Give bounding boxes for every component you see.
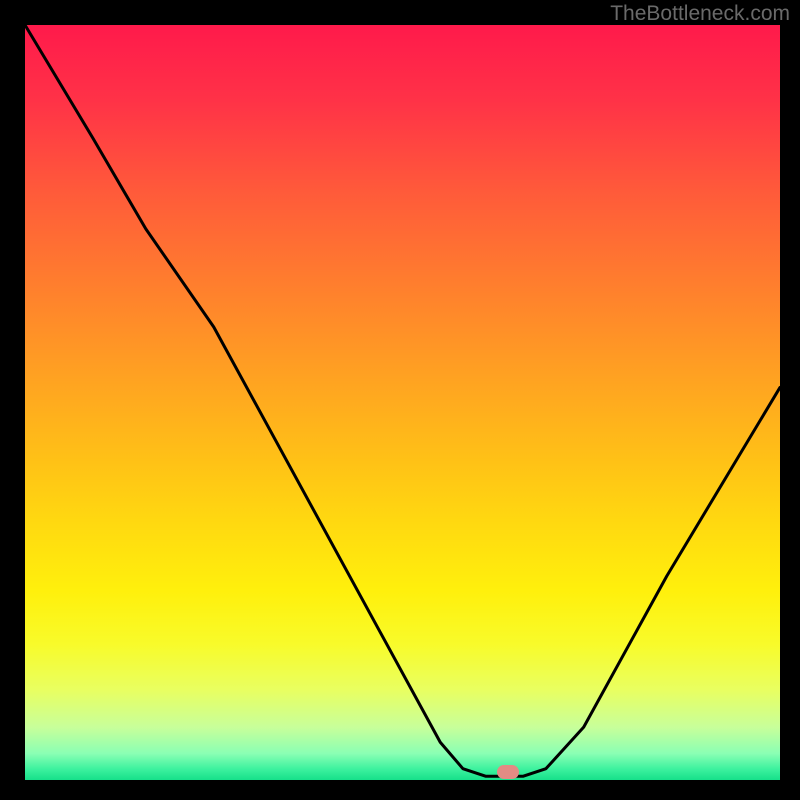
plot-area — [25, 25, 780, 780]
watermark-text: TheBottleneck.com — [610, 2, 790, 26]
optimum-marker — [497, 765, 519, 779]
bottleneck-curve — [25, 25, 780, 780]
chart-container: TheBottleneck.com — [0, 0, 800, 800]
